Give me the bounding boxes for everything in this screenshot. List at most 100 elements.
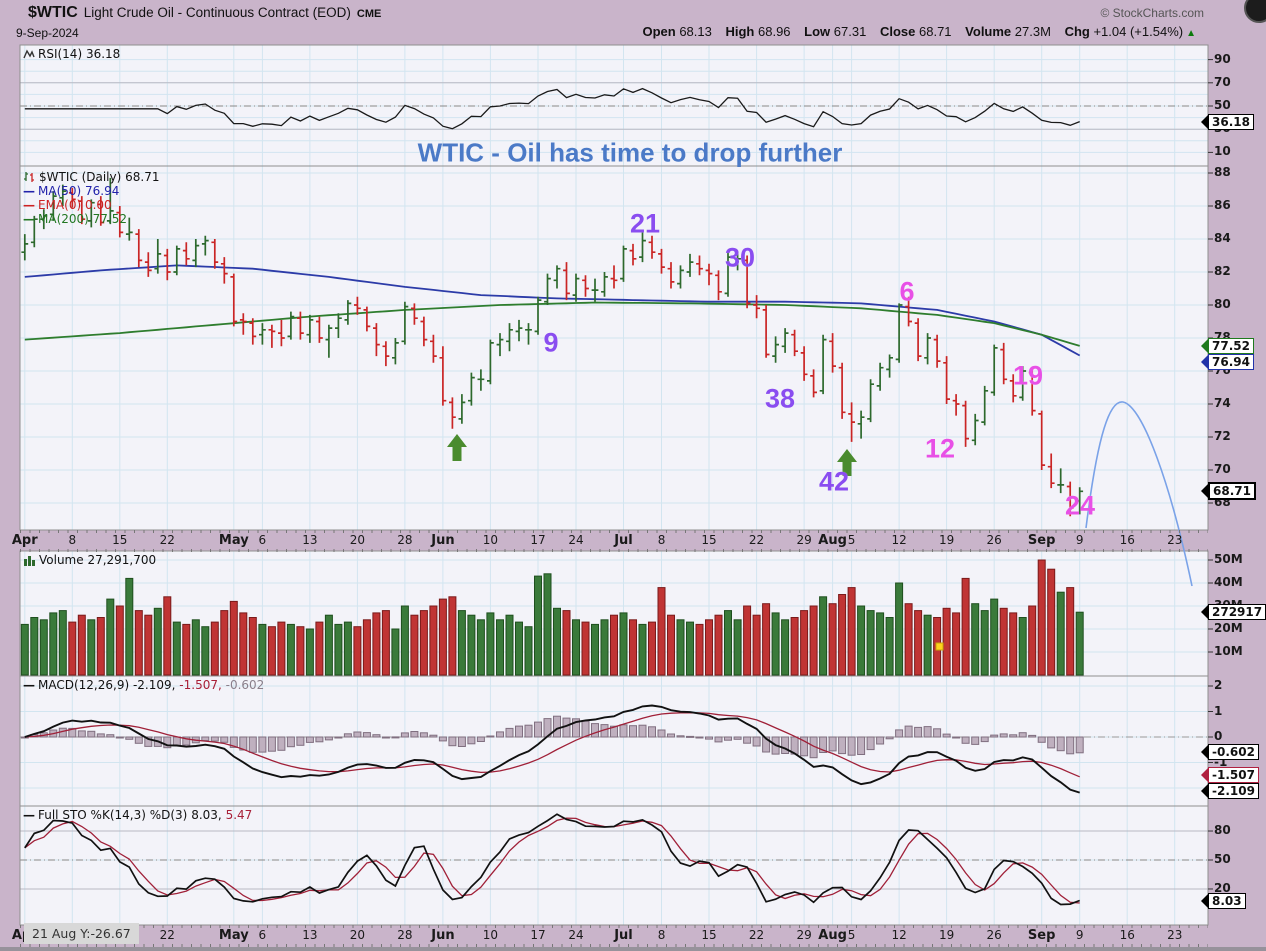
tag-arrow-icon xyxy=(1201,893,1208,908)
scale-tick-label: 70 xyxy=(1214,74,1231,89)
rsi-legend: RSI(14) 36.18 xyxy=(23,47,120,61)
scale-tick-label: 0 xyxy=(1214,729,1223,743)
x-axis-label: 17 xyxy=(530,533,546,547)
sto-value-tag: 8.03 xyxy=(1201,892,1246,909)
x-axis-label: 9 xyxy=(1075,533,1084,547)
chg-label: Chg xyxy=(1064,24,1090,39)
macd-value-2: -1.507, xyxy=(179,678,222,692)
volume-value: 27.3M xyxy=(1014,24,1051,39)
rsi-value-tag: 36.18 xyxy=(1201,114,1254,131)
x-axis-label: 13 xyxy=(302,533,318,547)
macd-value-tag: -0.602 xyxy=(1201,744,1259,761)
bottom-edge-bar xyxy=(0,947,1266,951)
volume-value-tag: 272917 xyxy=(1201,604,1266,621)
x-axis-label: 28 xyxy=(397,928,413,942)
tick-row xyxy=(20,549,1208,552)
chart-title-annotation: WTIC - Oil has time to drop further xyxy=(417,137,843,168)
x-axis-label: 23 xyxy=(1167,533,1183,547)
x-axis-label: 8 xyxy=(68,533,77,547)
x-axis-label: 20 xyxy=(349,533,366,547)
x-axis-label: 28 xyxy=(397,533,413,547)
x-axis-label: 5 xyxy=(847,928,856,942)
x-axis-label: 22 xyxy=(748,928,765,942)
scale-tick-label: 50 xyxy=(1214,852,1231,866)
volume-legend-text: Volume 27,291,700 xyxy=(39,553,157,567)
stockcharts-credit: © StockCharts.com xyxy=(1100,6,1204,20)
x-axis-label: 16 xyxy=(1119,928,1135,942)
tag-arrow-icon xyxy=(1201,784,1208,799)
x-axis-label: 26 xyxy=(986,928,1002,942)
price-legend: $WTIC (Daily) 68.71 — MA(50) 76.94 — EMA(0… xyxy=(23,170,159,226)
sto-name: Full STO %K(14,3) %D(3) xyxy=(38,808,188,822)
x-axis-label: 5 xyxy=(847,533,856,547)
volume-legend-icon xyxy=(24,556,35,566)
x-axis-label: 15 xyxy=(112,533,128,547)
ema-swatch: — xyxy=(23,198,35,212)
tag-value: -2.109 xyxy=(1208,783,1259,800)
tag-value: 8.03 xyxy=(1208,892,1246,909)
tag-arrow-icon xyxy=(1201,484,1208,499)
ema-legend: EMA(0) 0.00 xyxy=(38,198,112,212)
scale-tick-label: 2 xyxy=(1214,678,1223,692)
price-legend-symbol: $WTIC (Daily) 68.71 xyxy=(39,170,160,184)
x-axis-label: 22 xyxy=(159,928,175,942)
tick-row xyxy=(20,925,1208,928)
x-axis-bottom: Apr81522May6132028Jun101724Jul8152229Aug… xyxy=(0,925,1266,947)
sto-swatch: — xyxy=(23,808,35,822)
instrument-name: Light Crude Oil - Continuous Contract (E… xyxy=(83,5,351,20)
scale-tick-label: 10M xyxy=(1214,644,1243,658)
x-axis-label: 6 xyxy=(258,533,267,547)
x-axis-label: 24 xyxy=(568,533,584,547)
open-label: Open xyxy=(642,24,676,39)
x-axis-label: 13 xyxy=(302,928,318,942)
close-label: Close xyxy=(879,24,916,39)
x-axis-label: 9 xyxy=(1075,928,1084,942)
macd-name: MACD(12,26,9) xyxy=(38,678,130,692)
scale-tick-label: 80 xyxy=(1214,823,1231,838)
x-axis-label: 16 xyxy=(1119,533,1135,547)
symbol-label: $WTIC xyxy=(28,4,78,21)
x-axis-label: 15 xyxy=(701,928,717,942)
crosshair-tooltip: 21 Aug Y:-26.67 xyxy=(24,923,139,944)
wave-count-annotation: 9 xyxy=(543,327,559,358)
x-axis-label: May xyxy=(218,533,249,548)
volume-legend: Volume 27,291,700 xyxy=(23,553,156,567)
scale-tick-label: 86 xyxy=(1214,198,1231,212)
wave-count-annotation: 24 xyxy=(1064,490,1096,521)
sto-value-1: 8.03, xyxy=(191,808,222,822)
sto-legend: — Full STO %K(14,3) %D(3) 8.03, 5.47 xyxy=(23,808,252,822)
rsi-legend-text: RSI(14) 36.18 xyxy=(38,47,121,61)
x-axis-label: 22 xyxy=(159,533,175,547)
x-axis-label: 20 xyxy=(349,928,366,942)
wave-count-annotation: 42 xyxy=(818,466,850,497)
scale-tick-label: 20M xyxy=(1214,621,1243,635)
open-value: 68.13 xyxy=(679,24,712,39)
ma50-swatch: — xyxy=(23,184,35,198)
macd-legend: — MACD(12,26,9) -2.109, -1.507, -0.602 xyxy=(23,678,264,692)
x-axis-label: Aug xyxy=(818,533,847,548)
x-axis-label: 8 xyxy=(657,533,666,547)
tag-value: -1.507 xyxy=(1208,767,1259,784)
x-axis-label: Apr xyxy=(11,533,38,548)
x-axis-label: Aug xyxy=(818,928,847,943)
wave-count-annotation: 21 xyxy=(629,208,661,239)
scale-tick-label: 88 xyxy=(1214,165,1231,179)
tag-arrow-icon xyxy=(1201,354,1208,369)
stockcharts-logo-icon[interactable] xyxy=(1244,0,1266,23)
x-axis-label: 6 xyxy=(258,928,267,942)
wave-count-annotation: 38 xyxy=(764,383,796,414)
x-axis-label: 15 xyxy=(701,533,717,547)
scale-tick-label: 10 xyxy=(1214,144,1231,159)
tag-value: 77.52 xyxy=(1208,337,1254,354)
tag-value: -0.602 xyxy=(1208,744,1259,761)
tag-arrow-icon xyxy=(1201,338,1208,353)
tag-arrow-icon xyxy=(1201,115,1208,130)
ma200-legend: MA(200) 77.52 xyxy=(38,212,127,226)
x-axis-label: 8 xyxy=(657,928,666,942)
tag-arrow-icon xyxy=(1201,768,1208,783)
tag-value: 76.94 xyxy=(1208,353,1254,370)
macd-value-tag: -2.109 xyxy=(1201,783,1259,800)
x-axis-label: 22 xyxy=(748,533,765,547)
chg-up-triangle-icon: ▲ xyxy=(1186,28,1196,39)
